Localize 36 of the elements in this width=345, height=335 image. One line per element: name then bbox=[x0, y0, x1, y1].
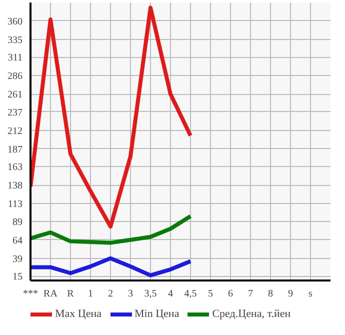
x-tick-label: 2 bbox=[108, 288, 113, 300]
y-tick-label: 286 bbox=[8, 71, 22, 82]
y-tick-label: 15 bbox=[12, 272, 22, 283]
x-tick-label: 4 bbox=[168, 288, 173, 300]
x-tick-label: *** bbox=[23, 288, 38, 300]
x-tick-label: R bbox=[67, 288, 74, 300]
y-tick-label: 39 bbox=[12, 254, 22, 265]
y-tick-label: 360 bbox=[8, 16, 22, 28]
y-tick-label: 138 bbox=[8, 180, 22, 192]
line-series bbox=[30, 6, 192, 229]
y-tick-label: 237 bbox=[8, 107, 22, 118]
legend-label: Сред.Цена, т.йен bbox=[212, 308, 291, 320]
y-tick-label: 261 bbox=[8, 90, 22, 101]
x-tick-label: 1 bbox=[88, 288, 93, 300]
y-tick-label: 163 bbox=[8, 162, 22, 174]
line-series bbox=[30, 256, 192, 278]
y-tick-label: 64 bbox=[12, 235, 22, 246]
x-tick-label: 4,5 bbox=[184, 288, 197, 300]
y-tick-label: 311 bbox=[8, 52, 23, 64]
legend-label: Max Цена bbox=[55, 308, 102, 320]
y-tick-label: 335 bbox=[8, 34, 22, 46]
x-tick-label: 8 bbox=[268, 288, 273, 300]
y-tick-label: 113 bbox=[8, 199, 23, 210]
x-tick-label: 6 bbox=[228, 288, 233, 300]
line-series bbox=[30, 214, 192, 245]
x-tick-label: 7 bbox=[248, 288, 253, 300]
x-tick-label: 5 bbox=[208, 288, 213, 300]
x-tick-label: 3 bbox=[128, 288, 133, 300]
x-tick-label: RA bbox=[44, 288, 58, 300]
x-tick-label: 9 bbox=[288, 288, 293, 300]
y-tick-label: 89 bbox=[12, 216, 22, 228]
legend-label: Min Цена bbox=[134, 308, 180, 320]
y-tick-label: 212 bbox=[8, 126, 22, 137]
x-tick-label: 3,5 bbox=[144, 288, 157, 300]
y-tick-label: 187 bbox=[8, 144, 22, 156]
x-tick-label: s bbox=[308, 288, 313, 300]
